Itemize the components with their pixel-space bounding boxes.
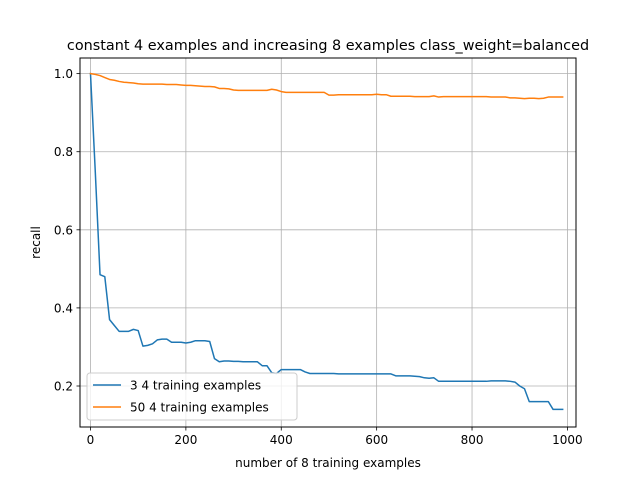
series-group [89,72,564,411]
x-tick-label: 600 [365,433,388,447]
y-tick-label: 0.4 [54,301,73,315]
legend: 3 4 training examples 50 4 training exam… [86,372,298,421]
x-tick-label: 400 [270,433,293,447]
x-tick-label: 1000 [552,433,583,447]
legend-box [86,372,298,421]
series-line-1 [89,72,564,411]
axis-ticks: 0 200 400 600 800 1000 0.2 0.4 0.6 0.8 1.0 [54,67,583,447]
x-tick-label: 800 [461,433,484,447]
x-tick-label: 200 [174,433,197,447]
y-axis-label: recall [29,226,43,259]
y-tick-label: 0.8 [54,145,73,159]
series-line-2 [89,72,564,100]
plot-area [80,58,576,427]
legend-label-series-2: 50 4 training examples [130,401,269,415]
y-tick-label: 0.2 [54,380,73,394]
y-tick-label: 1.0 [54,67,73,81]
plot-frame [79,57,577,428]
grid [80,58,576,427]
chart-title: constant 4 examples and increasing 8 exa… [67,38,589,54]
legend-label-series-1: 3 4 training examples [130,379,261,393]
x-axis-label: number of 8 training examples [235,456,421,470]
x-tick-label: 0 [87,433,95,447]
y-tick-label: 0.6 [54,223,73,237]
